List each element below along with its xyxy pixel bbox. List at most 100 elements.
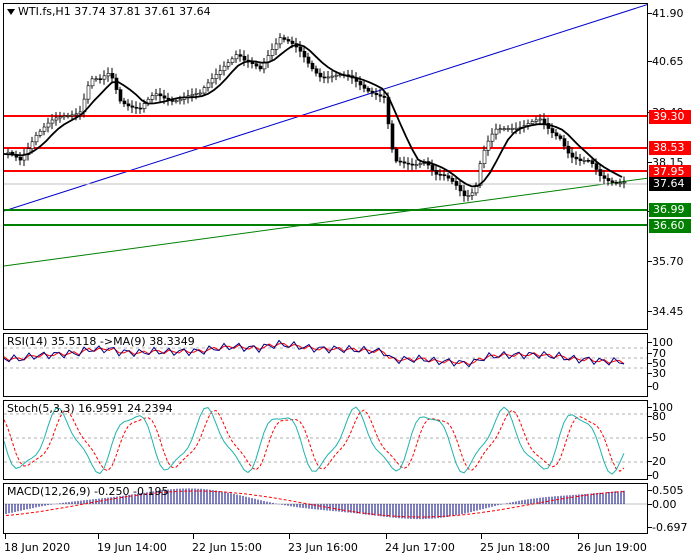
candle-body [550,128,555,134]
candle-body [606,178,611,182]
price-chart-header: WTI.fs,H1 37.74 37.81 37.61 37.64 [7,5,211,18]
candle-body [290,40,295,44]
axis-tick [648,490,652,491]
macd-canvas[interactable] [4,484,648,534]
axis-tick [648,437,652,438]
candle-body [322,76,327,79]
candle-body [54,117,59,121]
candle-body [142,103,147,109]
axis-tick [648,504,652,505]
candle-body [58,116,63,119]
stochastic-axis-label: 0 [652,469,659,482]
candle-body [90,78,95,87]
stochastic-pane[interactable]: Stoch(5,3,3) 16.9591 24.2394 [3,400,648,480]
candle-body [486,140,491,151]
candle-body [598,169,603,177]
rsi-canvas[interactable] [4,334,648,397]
candle-body [286,39,291,42]
axis-tick [648,261,652,262]
candle-body [210,78,215,84]
candle-body [74,113,79,116]
price-chart-canvas[interactable] [4,4,648,330]
rsi-axis-label: 30 [652,367,666,380]
candle-body [62,115,67,118]
time-axis-label: 18 Jun 2020 [4,541,71,554]
rsi-line [4,339,625,368]
price-axis-label: 40.65 [652,55,684,68]
candle-body [318,72,323,78]
candle-body [238,54,243,57]
candle-body [594,163,599,170]
candle-body [506,128,511,130]
time-axis-label: 19 Jun 14:00 [97,541,167,554]
candle-body [194,93,199,95]
candle-body [38,130,43,136]
candle-body [18,156,23,161]
candle-body [230,58,235,63]
rsi-pane[interactable]: RSI(14) 35.5118 ->MA(9) 38.3349 [3,333,648,397]
rsi-axis-label: 50 [652,357,666,370]
price-tag: 37.95 [649,165,691,179]
dropdown-triangle-icon [7,9,15,15]
price-axis-label: 41.90 [652,7,684,20]
candle-body [130,105,135,108]
candle-body [390,123,395,150]
stochastic-axis-label: 50 [652,431,666,444]
candle-body [102,75,107,80]
candle-body [198,92,203,95]
candle-body [590,160,595,164]
stochastic-main-line [4,406,625,475]
candle-body [42,126,47,132]
macd-pane[interactable]: MACD(12,26,9) -0.250 -0.195 [3,483,648,534]
time-axis-label: 26 Jun 19:00 [577,541,647,554]
macd-axis-label: -0.697 [652,521,688,534]
candle-body [430,164,435,171]
candle-body [366,88,371,92]
axis-tick [648,527,652,528]
macd-axis-label: 0.505 [652,484,684,497]
candle-body [70,114,75,117]
symbol-quote: WTI.fs,H1 37.74 37.81 37.61 37.64 [18,5,211,18]
candle-body [410,163,415,166]
candle-body [222,65,227,71]
axis-tick [648,461,652,462]
time-axis-tick [481,534,482,539]
price-chart-pane[interactable]: WTI.fs,H1 37.74 37.81 37.61 37.64 [3,3,648,330]
macd-axis-label: 0.00 [652,498,677,511]
candle-body [610,180,615,183]
candle-body [150,95,155,100]
candle-body [134,106,139,109]
time-axis-label: 25 Jun 18:00 [480,541,550,554]
candle-body [358,81,363,86]
axis-tick [648,373,652,374]
candle-body [602,175,607,179]
candle-body [310,62,315,70]
candle-body [374,92,379,96]
stochastic-canvas[interactable] [4,401,648,480]
time-axis-tick [98,534,99,539]
candle-body [170,100,175,102]
stochastic-axis-label: 80 [652,410,666,423]
axis-tick [648,475,652,476]
candle-body [558,135,563,139]
candle-body [542,118,547,124]
time-axis-label: 24 Jun 17:00 [385,541,455,554]
candle-body [618,182,623,185]
candle-body [242,55,247,61]
candle-body [378,94,383,97]
candle-body [270,49,275,56]
candle-body [326,76,331,79]
candle-body [302,50,307,58]
candle-body [30,141,35,149]
candle-body [406,162,411,165]
stochastic-header: Stoch(5,3,3) 16.9591 24.2394 [7,402,173,415]
candle-body [202,87,207,94]
axis-tick [648,61,652,62]
candle-body [154,93,159,96]
price-tag: 36.60 [649,219,691,233]
candle-body [398,160,403,163]
candle-body [382,95,387,98]
candle-body [46,122,51,128]
candle-body [562,138,567,147]
candle-body [566,145,571,154]
